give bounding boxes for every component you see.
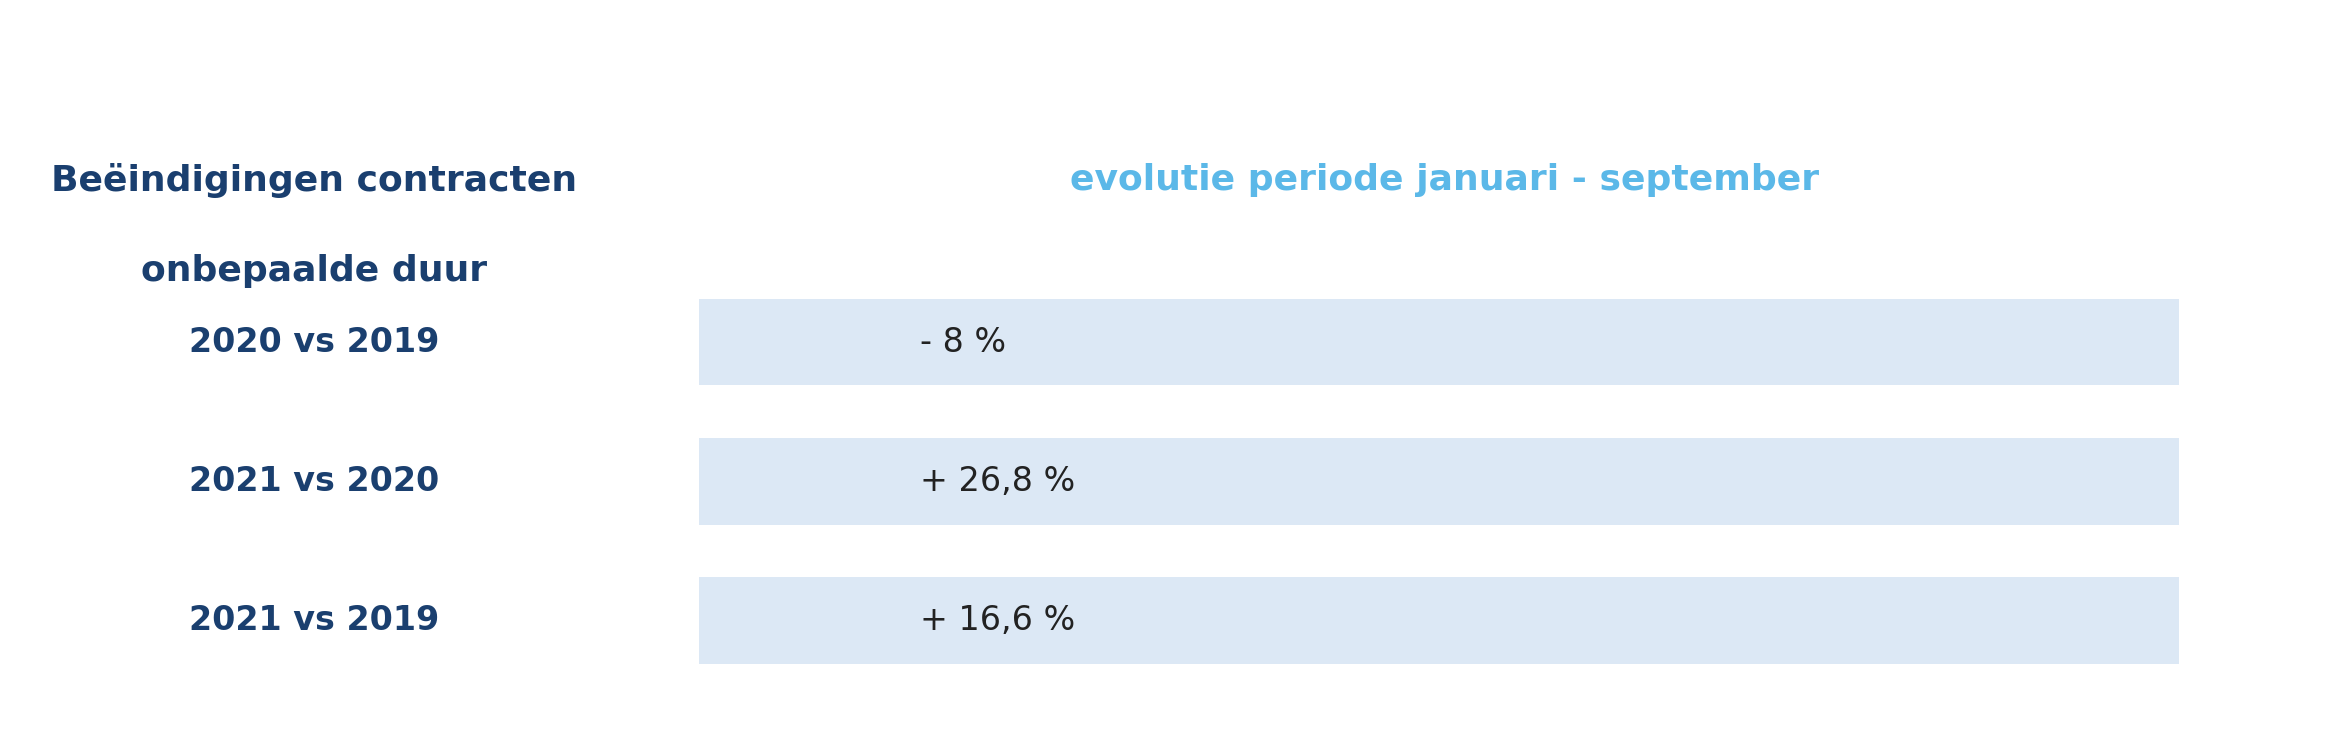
Text: 2020 vs 2019: 2020 vs 2019 <box>189 326 440 359</box>
Text: + 26,8 %: + 26,8 % <box>920 465 1076 498</box>
Text: + 16,6 %: + 16,6 % <box>920 604 1076 637</box>
Text: 2021 vs 2020: 2021 vs 2020 <box>189 465 440 498</box>
Text: - 8 %: - 8 % <box>920 326 1007 359</box>
Text: 2021 vs 2019: 2021 vs 2019 <box>189 604 440 637</box>
FancyBboxPatch shape <box>699 299 2179 385</box>
FancyBboxPatch shape <box>699 438 2179 525</box>
FancyBboxPatch shape <box>699 578 2179 664</box>
Text: Beëindigingen contracten: Beëindigingen contracten <box>51 163 578 198</box>
Text: onbepaalde duur: onbepaalde duur <box>142 253 487 288</box>
Text: evolutie periode januari - september: evolutie periode januari - september <box>1069 163 1820 198</box>
